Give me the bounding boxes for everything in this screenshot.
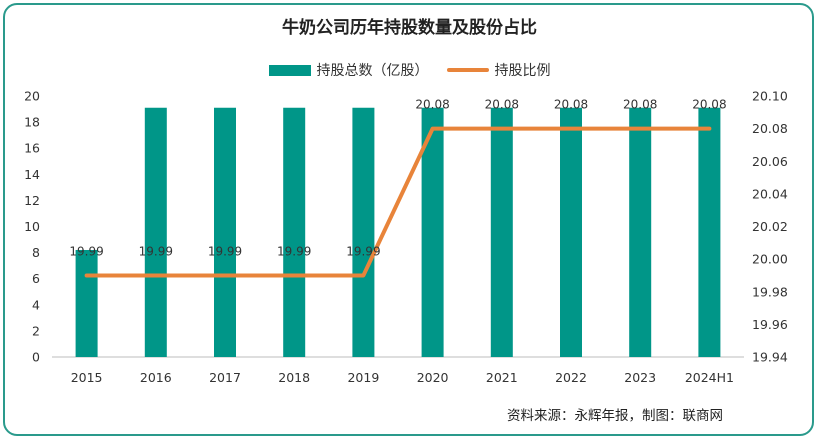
ratio-point: [361, 273, 365, 277]
legend-label-ratio: 持股比例: [494, 63, 551, 79]
y-left-tick-label: 14: [24, 167, 40, 182]
bar: [75, 249, 98, 357]
bar: [214, 107, 236, 358]
bar: [144, 107, 167, 358]
y-right-tick-label: 19.94: [752, 350, 788, 365]
y-left-tick-label: 2: [32, 323, 40, 338]
ratio-data-label: 19.99: [208, 244, 242, 258]
source-note: 资料来源：永辉年报，制图：联商网: [507, 408, 723, 424]
y-right-tick-label: 19.98: [752, 284, 788, 299]
x-tick-label: 2020: [417, 370, 449, 385]
legend-swatch-bar: [268, 64, 311, 76]
bar: [283, 107, 306, 358]
ratio-point: [638, 127, 642, 131]
y-left-tick-label: 4: [32, 297, 40, 312]
y-left-tick-label: 20: [24, 89, 40, 104]
y-right-tick-label: 19.96: [752, 317, 788, 332]
ratio-data-label: 20.08: [554, 98, 588, 112]
y-right-tick-label: 20.08: [752, 121, 788, 136]
chart-title: 牛奶公司历年持股数量及股份占比: [282, 18, 537, 38]
ratio-data-label: 20.08: [692, 98, 726, 112]
ratio-data-label: 19.99: [139, 244, 173, 258]
legend-label-shares: 持股总数（亿股）: [316, 63, 429, 79]
y-left-tick-label: 18: [24, 115, 40, 130]
ratio-point: [85, 273, 89, 277]
ratio-point: [431, 127, 435, 131]
chart-legend: 持股总数（亿股） 持股比例: [0, 60, 819, 80]
x-tick-label: 2016: [140, 370, 172, 385]
ratio-point: [500, 127, 504, 131]
x-tick-label: 2024H1: [685, 370, 734, 385]
ratio-point: [292, 273, 296, 277]
legend-swatch-line: [446, 68, 489, 72]
bar: [352, 107, 375, 358]
legend-item-shares: 持股总数（亿股）: [268, 60, 429, 80]
ratio-point: [154, 273, 158, 277]
ratio-point: [569, 127, 573, 131]
bar: [698, 107, 721, 358]
bar: [421, 107, 444, 358]
x-tick-label: 2021: [486, 370, 518, 385]
y-right-tick-label: 20.00: [752, 252, 788, 267]
x-tick-label: 2023: [624, 370, 656, 385]
bar: [490, 107, 513, 358]
ratio-data-label: 19.99: [346, 244, 380, 258]
y-right-tick-label: 20.02: [752, 219, 788, 234]
y-left-tick-label: 8: [32, 245, 40, 260]
x-tick-label: 2015: [71, 370, 103, 385]
ratio-data-label: 19.99: [69, 244, 103, 258]
y-right-tick-label: 20.10: [752, 89, 788, 104]
bar: [629, 107, 652, 358]
ratio-point: [223, 273, 227, 277]
x-tick-label: 2018: [278, 370, 310, 385]
legend-item-ratio: 持股比例: [446, 60, 551, 80]
ratio-data-label: 20.08: [485, 98, 519, 112]
ratio-line: [84, 126, 712, 278]
ratio-data-label: 20.08: [415, 98, 449, 112]
y-left-tick-label: 16: [24, 141, 40, 156]
y-left-tick-label: 12: [24, 193, 40, 208]
x-tick-label: 2017: [209, 370, 241, 385]
x-tick-label: 2019: [347, 370, 379, 385]
y-left-tick-label: 6: [32, 271, 40, 286]
ratio-data-label: 20.08: [623, 98, 657, 112]
chart-frame: [3, 3, 814, 436]
y-left-tick-label: 0: [32, 350, 40, 365]
ratio-data-label: 19.99: [277, 244, 311, 258]
y-right-tick-label: 20.04: [752, 186, 788, 201]
x-tick-label: 2022: [555, 370, 587, 385]
bar: [560, 107, 582, 358]
y-right-tick-label: 20.06: [752, 154, 788, 169]
ratio-point: [707, 127, 711, 131]
y-left-tick-label: 10: [24, 219, 40, 234]
